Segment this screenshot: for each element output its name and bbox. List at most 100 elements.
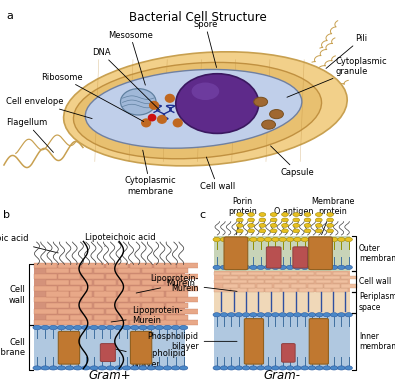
Circle shape	[330, 366, 338, 370]
Circle shape	[330, 265, 338, 270]
Circle shape	[41, 366, 49, 370]
Circle shape	[279, 237, 286, 242]
Circle shape	[286, 366, 294, 370]
Circle shape	[139, 326, 147, 330]
Bar	[154, 274, 176, 279]
Bar	[82, 274, 104, 279]
Circle shape	[264, 366, 272, 370]
Bar	[177, 263, 199, 268]
Circle shape	[301, 313, 308, 317]
Circle shape	[213, 366, 220, 370]
Bar	[274, 276, 289, 279]
Bar	[142, 268, 164, 273]
Circle shape	[316, 213, 322, 216]
Text: Phospholipid
bilayer: Phospholipid bilayer	[148, 332, 237, 351]
Circle shape	[165, 94, 175, 103]
Text: Lipoprotein-
Murein: Lipoprotein- Murein	[111, 306, 182, 326]
Bar	[34, 325, 185, 370]
Text: Gram+: Gram+	[88, 369, 131, 382]
Circle shape	[237, 223, 243, 228]
Bar	[58, 274, 81, 279]
Circle shape	[308, 237, 316, 242]
Bar	[324, 276, 340, 279]
Bar	[58, 320, 81, 325]
Circle shape	[279, 366, 286, 370]
Circle shape	[57, 366, 66, 370]
Bar	[94, 291, 116, 296]
Circle shape	[338, 265, 345, 270]
Bar	[94, 303, 116, 308]
Bar	[94, 268, 116, 273]
Circle shape	[293, 213, 300, 216]
Bar	[177, 274, 199, 279]
Bar	[130, 320, 152, 325]
Circle shape	[237, 218, 243, 222]
Text: Capsule: Capsule	[271, 146, 314, 177]
Text: Teichoic acid: Teichoic acid	[0, 234, 58, 253]
Circle shape	[294, 237, 301, 242]
Bar	[257, 276, 272, 279]
Circle shape	[323, 265, 330, 270]
Circle shape	[327, 218, 333, 222]
Circle shape	[259, 223, 266, 228]
Circle shape	[294, 265, 301, 270]
Bar	[231, 280, 246, 283]
Circle shape	[131, 366, 139, 370]
Bar	[70, 280, 92, 285]
Circle shape	[308, 366, 316, 370]
Circle shape	[279, 265, 286, 270]
Circle shape	[243, 265, 250, 270]
Circle shape	[106, 326, 115, 330]
FancyBboxPatch shape	[130, 331, 152, 364]
Circle shape	[163, 326, 171, 330]
Circle shape	[98, 366, 106, 370]
Circle shape	[220, 237, 228, 242]
Circle shape	[82, 326, 90, 330]
Bar	[130, 263, 152, 268]
Circle shape	[250, 313, 257, 317]
Circle shape	[338, 237, 345, 242]
Circle shape	[330, 313, 338, 317]
Circle shape	[122, 326, 131, 330]
Bar	[299, 272, 314, 275]
Circle shape	[345, 237, 352, 242]
Text: Gram-: Gram-	[263, 369, 301, 382]
Bar	[46, 280, 69, 285]
Circle shape	[74, 326, 82, 330]
FancyBboxPatch shape	[266, 247, 281, 268]
Bar	[118, 303, 140, 308]
Circle shape	[282, 218, 288, 222]
Bar	[282, 288, 297, 292]
Text: Periplasmic
space: Periplasmic space	[359, 292, 395, 312]
Bar	[282, 272, 297, 275]
Bar	[265, 280, 280, 283]
Circle shape	[272, 237, 279, 242]
Bar	[308, 284, 323, 288]
Circle shape	[257, 366, 264, 370]
Circle shape	[270, 218, 277, 222]
Circle shape	[66, 326, 74, 330]
Bar	[214, 271, 350, 292]
FancyBboxPatch shape	[224, 237, 248, 270]
Circle shape	[147, 366, 155, 370]
Text: Lipoprotein-
Murein: Lipoprotein- Murein	[150, 274, 237, 293]
Circle shape	[327, 213, 333, 216]
Bar	[46, 291, 69, 296]
Bar	[214, 288, 229, 292]
Bar	[248, 280, 263, 283]
Bar	[34, 286, 56, 291]
Bar	[34, 263, 56, 268]
Bar	[82, 320, 104, 325]
Circle shape	[180, 326, 188, 330]
FancyBboxPatch shape	[293, 247, 308, 268]
Bar	[46, 268, 69, 273]
Bar	[299, 288, 314, 292]
Bar	[82, 297, 104, 302]
Bar	[142, 280, 164, 285]
Ellipse shape	[192, 82, 219, 100]
Bar	[70, 314, 92, 319]
Ellipse shape	[73, 62, 322, 159]
Circle shape	[49, 366, 57, 370]
Text: Ribosome: Ribosome	[41, 73, 144, 121]
Circle shape	[122, 366, 131, 370]
